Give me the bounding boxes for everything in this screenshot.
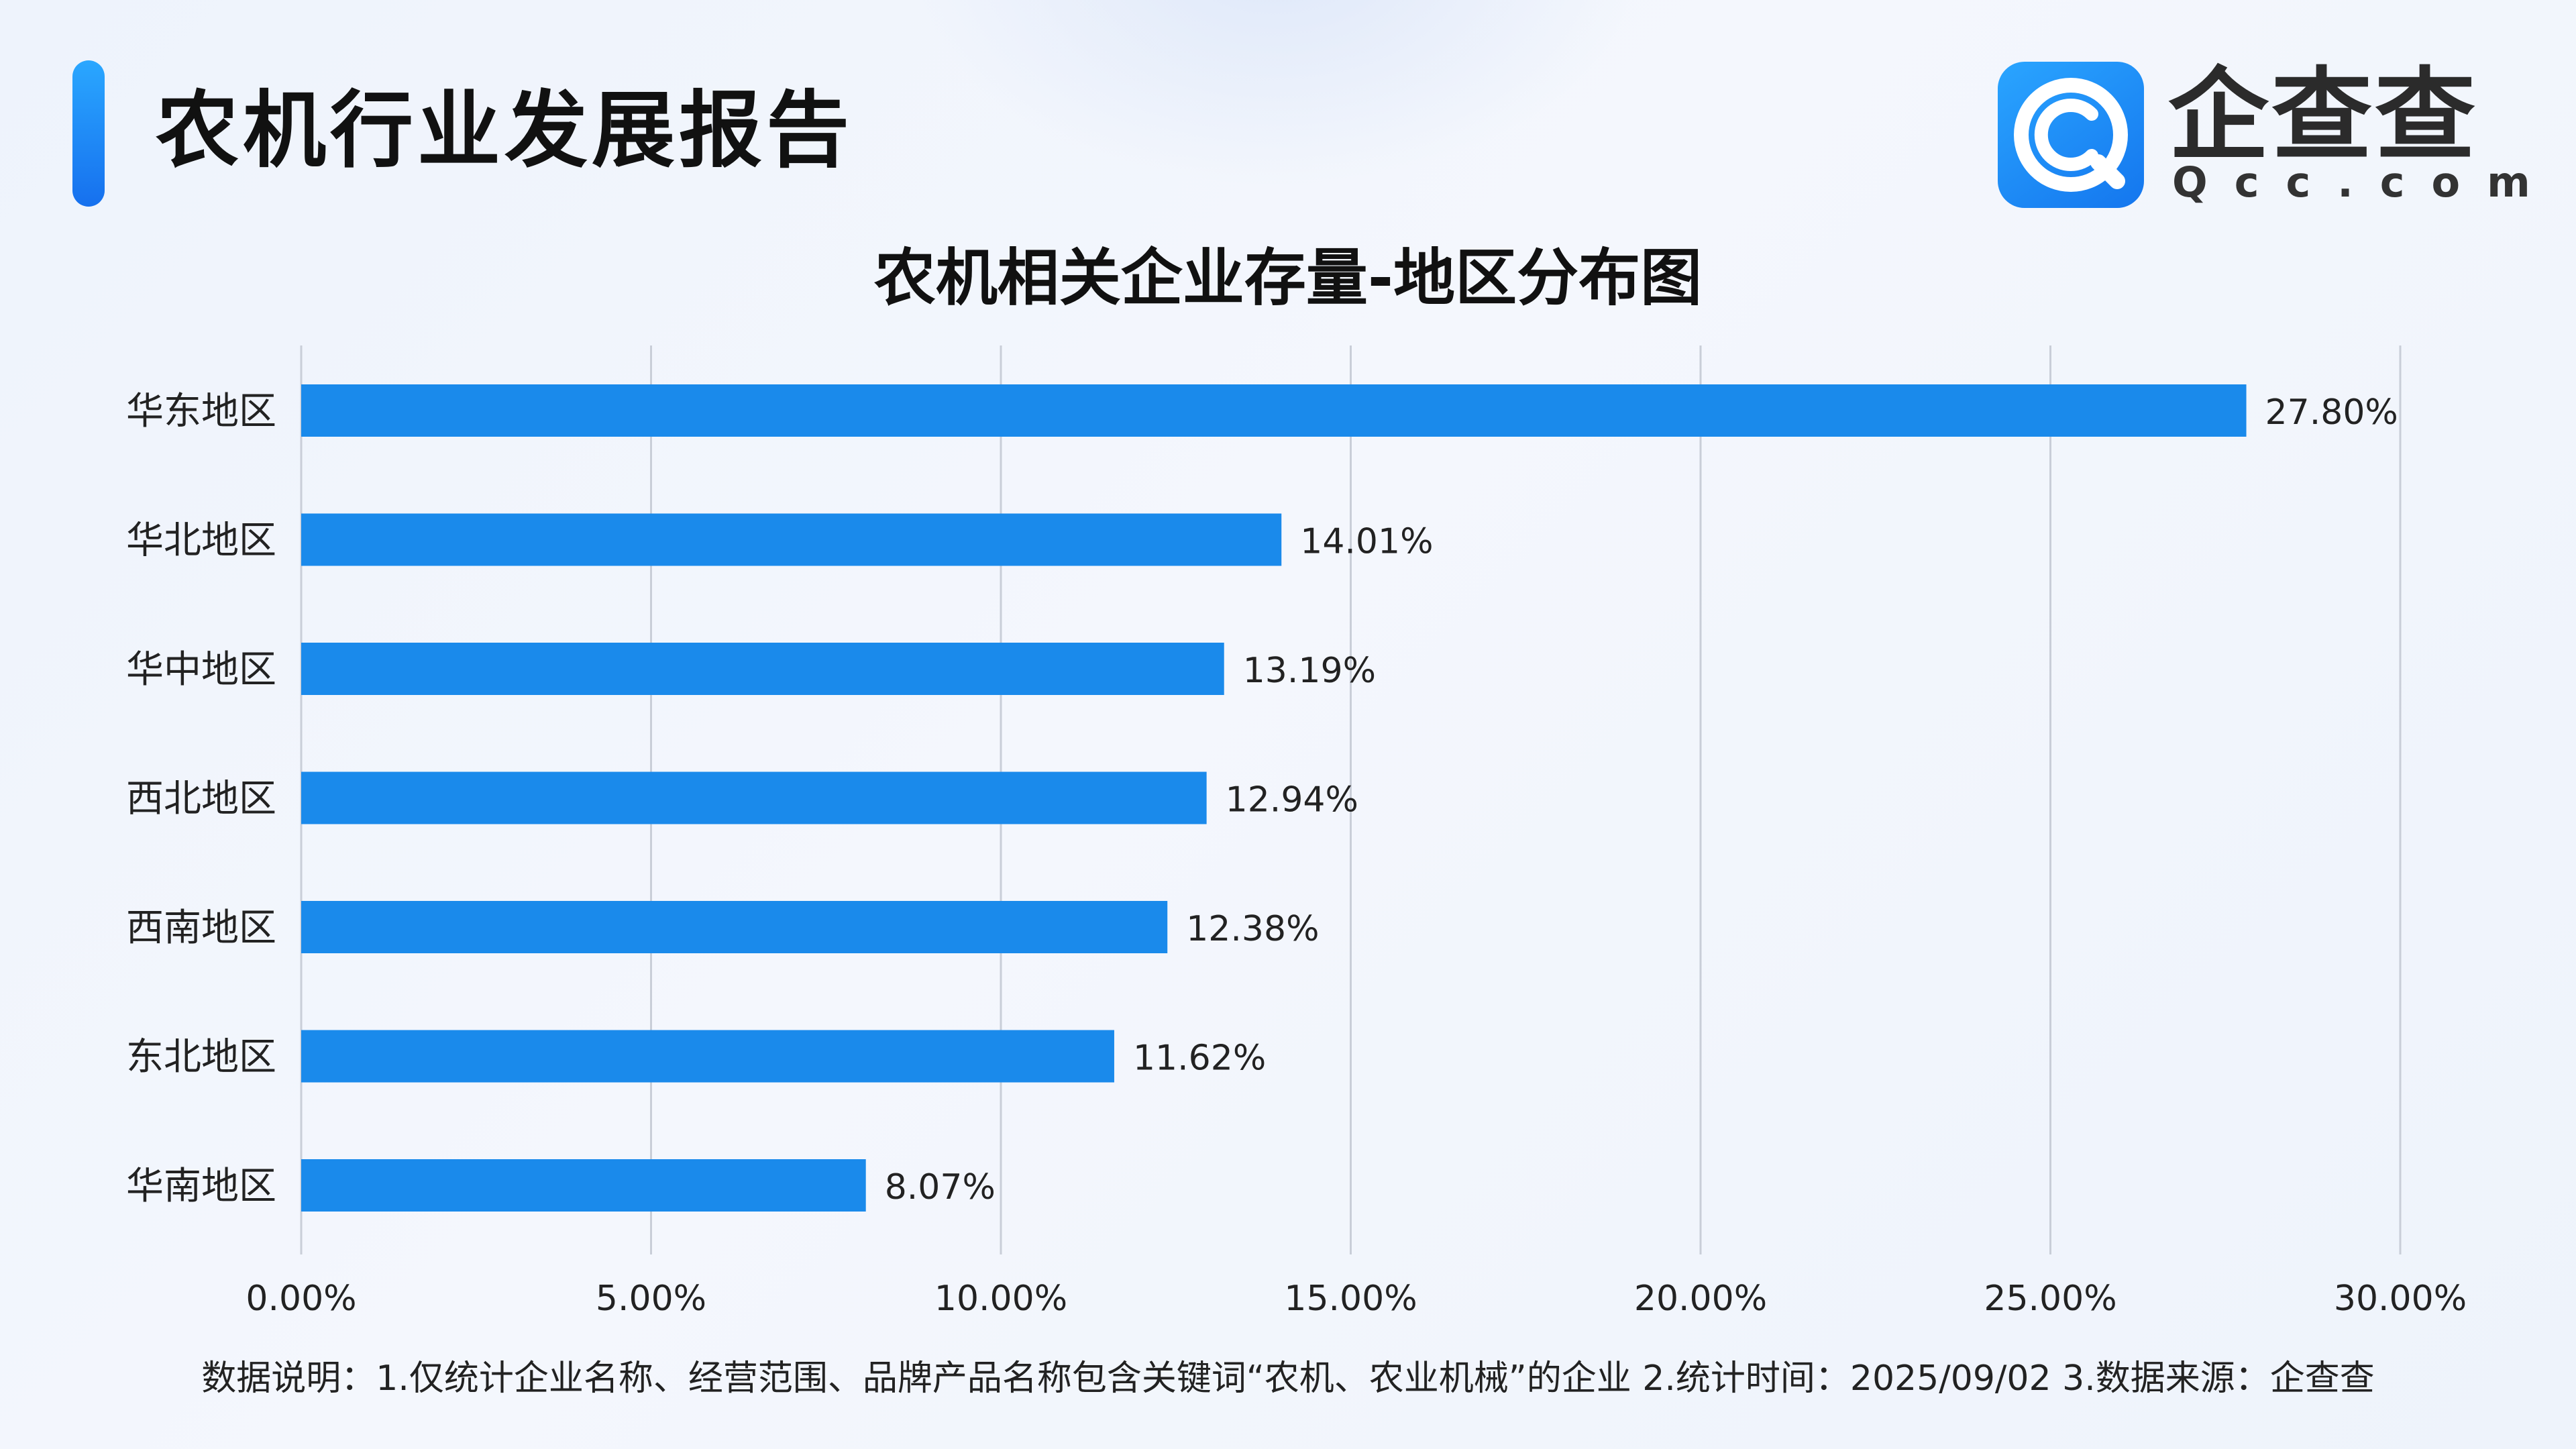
x-tick-label: 0.00% [246,1279,356,1319]
data-label: 13.19% [1243,651,1376,691]
data-label: 8.07% [885,1167,996,1208]
data-label: 12.94% [1226,780,1358,820]
category-label: 东北地区 [126,1036,276,1079]
category-label: 华北地区 [126,519,276,563]
logo-domain: Qcc.com [2172,158,2557,207]
x-tick-label: 15.00% [1284,1279,1417,1319]
bar [301,1030,1114,1083]
bar [301,901,1168,953]
data-label: 27.80% [2265,392,2398,433]
title-accent-bar [72,60,105,207]
bar [301,1159,866,1212]
bar [301,643,1224,695]
x-tick-label: 25.00% [1984,1279,2116,1319]
data-label: 12.38% [1186,909,1319,949]
report-title: 农机行业发展报告 [156,83,854,179]
labels: 0.00% 5.00% 10.00% 15.00% 20.00% 25.00% 30.00%… [126,390,2467,1319]
bar [301,771,1207,824]
category-label: 西北地区 [126,777,276,821]
category-label: 华中地区 [126,648,276,692]
category-label: 西南地区 [126,906,276,950]
data-footnote: 数据说明：1.仅统计企业名称、经营范围、品牌产品名称包含关键词“农机、农业机械”… [201,1358,2375,1399]
x-tick-label: 10.00% [934,1279,1067,1319]
data-label: 14.01% [1300,522,1433,562]
qcc-logo-icon [1998,62,2144,208]
category-label: 华东地区 [126,390,276,433]
bar [301,513,1282,566]
chart-title: 农机相关企业存量-地区分布图 [873,242,1703,314]
x-tick-label: 30.00% [2334,1279,2467,1319]
logo-wordmark: 企查查 [2168,58,2479,174]
data-label: 11.62% [1133,1038,1266,1079]
bar [301,384,2247,437]
category-label: 华南地区 [126,1165,276,1208]
bars [301,384,2247,1212]
x-tick-label: 20.00% [1634,1279,1767,1319]
x-tick-label: 5.00% [596,1279,706,1319]
